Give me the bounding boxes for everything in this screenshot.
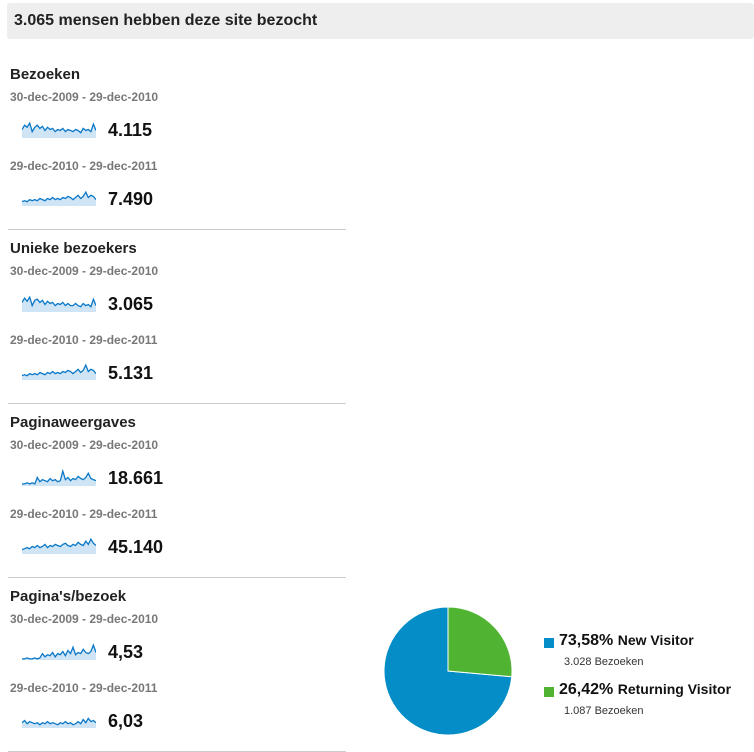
legend-swatch: [544, 638, 554, 648]
metric-unique-visitors: Unieke bezoekers 30-dec-2009 - 29-dec-20…: [8, 230, 346, 404]
sparkline-area: [22, 645, 96, 660]
page-title: 3.065 mensen hebben deze site bezocht: [14, 12, 318, 29]
period-range: 29-dec-2010 - 29-dec-2011: [10, 681, 158, 695]
sparkline-area: [22, 471, 96, 486]
metric-value: 4,53: [108, 642, 144, 662]
sparkline-line: [22, 190, 96, 203]
metric-title[interactable]: Bezoeken: [10, 66, 81, 83]
sparkline-area: [22, 718, 96, 728]
legend-name: Returning Visitor: [617, 681, 732, 697]
metric-pages-per-visit: Pagina's/bezoek 30-dec-2009 - 29-dec-201…: [8, 578, 346, 752]
metric-value: 5.131: [108, 363, 154, 383]
sparkline-line: [22, 643, 96, 660]
period-range: 29-dec-2010 - 29-dec-2011: [10, 507, 158, 521]
sparkline-line: [22, 121, 96, 134]
metric-value: 7.490: [108, 189, 154, 209]
sparkline: [22, 295, 96, 312]
sparkline: [22, 717, 96, 728]
sparkline: [22, 643, 96, 660]
legend-percent: 73,58%: [559, 632, 614, 649]
page-header: 3.065 mensen hebben deze site bezocht: [7, 3, 754, 39]
metric-value: 45.140: [108, 537, 164, 557]
legend-swatch: [544, 687, 554, 697]
sparkline-line: [22, 537, 96, 551]
legend-label: 73,58% New Visitor: [559, 632, 694, 650]
legend-visits: 3.028 Bezoeken: [564, 656, 644, 668]
sparkline-line: [22, 468, 96, 485]
pie-slice-returning-visitor[interactable]: [447, 606, 513, 678]
period-range: 29-dec-2010 - 29-dec-2011: [10, 333, 158, 347]
period-range: 30-dec-2009 - 29-dec-2010: [10, 264, 159, 278]
period-range: 29-dec-2010 - 29-dec-2011: [10, 159, 158, 173]
legend-percent: 26,42%: [559, 681, 614, 698]
period-range: 30-dec-2009 - 29-dec-2010: [10, 90, 159, 104]
sparkline: [22, 537, 96, 554]
period-range: 30-dec-2009 - 29-dec-2010: [10, 438, 159, 452]
sparkline: [22, 190, 96, 206]
sparkline: [22, 363, 96, 380]
metric-value: 3.065: [108, 294, 154, 314]
metrics-list: Bezoeken 30-dec-2009 - 29-dec-2010 4.115…: [8, 56, 346, 752]
sparkline-line: [22, 363, 96, 377]
metric-visits: Bezoeken 30-dec-2009 - 29-dec-2010 4.115…: [8, 56, 346, 230]
sparkline-line: [22, 717, 96, 726]
metric-pageviews: Paginaweergaves 30-dec-2009 - 29-dec-201…: [8, 404, 346, 578]
sparkline: [22, 121, 96, 138]
legend-label: 26,42% Returning Visitor: [559, 681, 731, 699]
metric-value: 18.661: [108, 468, 164, 488]
metric-title[interactable]: Paginaweergaves: [10, 414, 136, 431]
metric-title[interactable]: Pagina's/bezoek: [10, 588, 127, 605]
legend-name: New Visitor: [617, 632, 694, 648]
visitor-type-pie-chart[interactable]: [382, 605, 514, 737]
sparkline-area: [22, 365, 96, 380]
legend-visits: 1.087 Bezoeken: [564, 705, 644, 717]
metric-value: 6,03: [108, 711, 144, 731]
metric-title[interactable]: Unieke bezoekers: [10, 240, 137, 257]
period-range: 30-dec-2009 - 29-dec-2010: [10, 612, 159, 626]
sparkline: [22, 468, 96, 486]
metric-value: 4.115: [108, 120, 153, 140]
sparkline-line: [22, 295, 96, 308]
